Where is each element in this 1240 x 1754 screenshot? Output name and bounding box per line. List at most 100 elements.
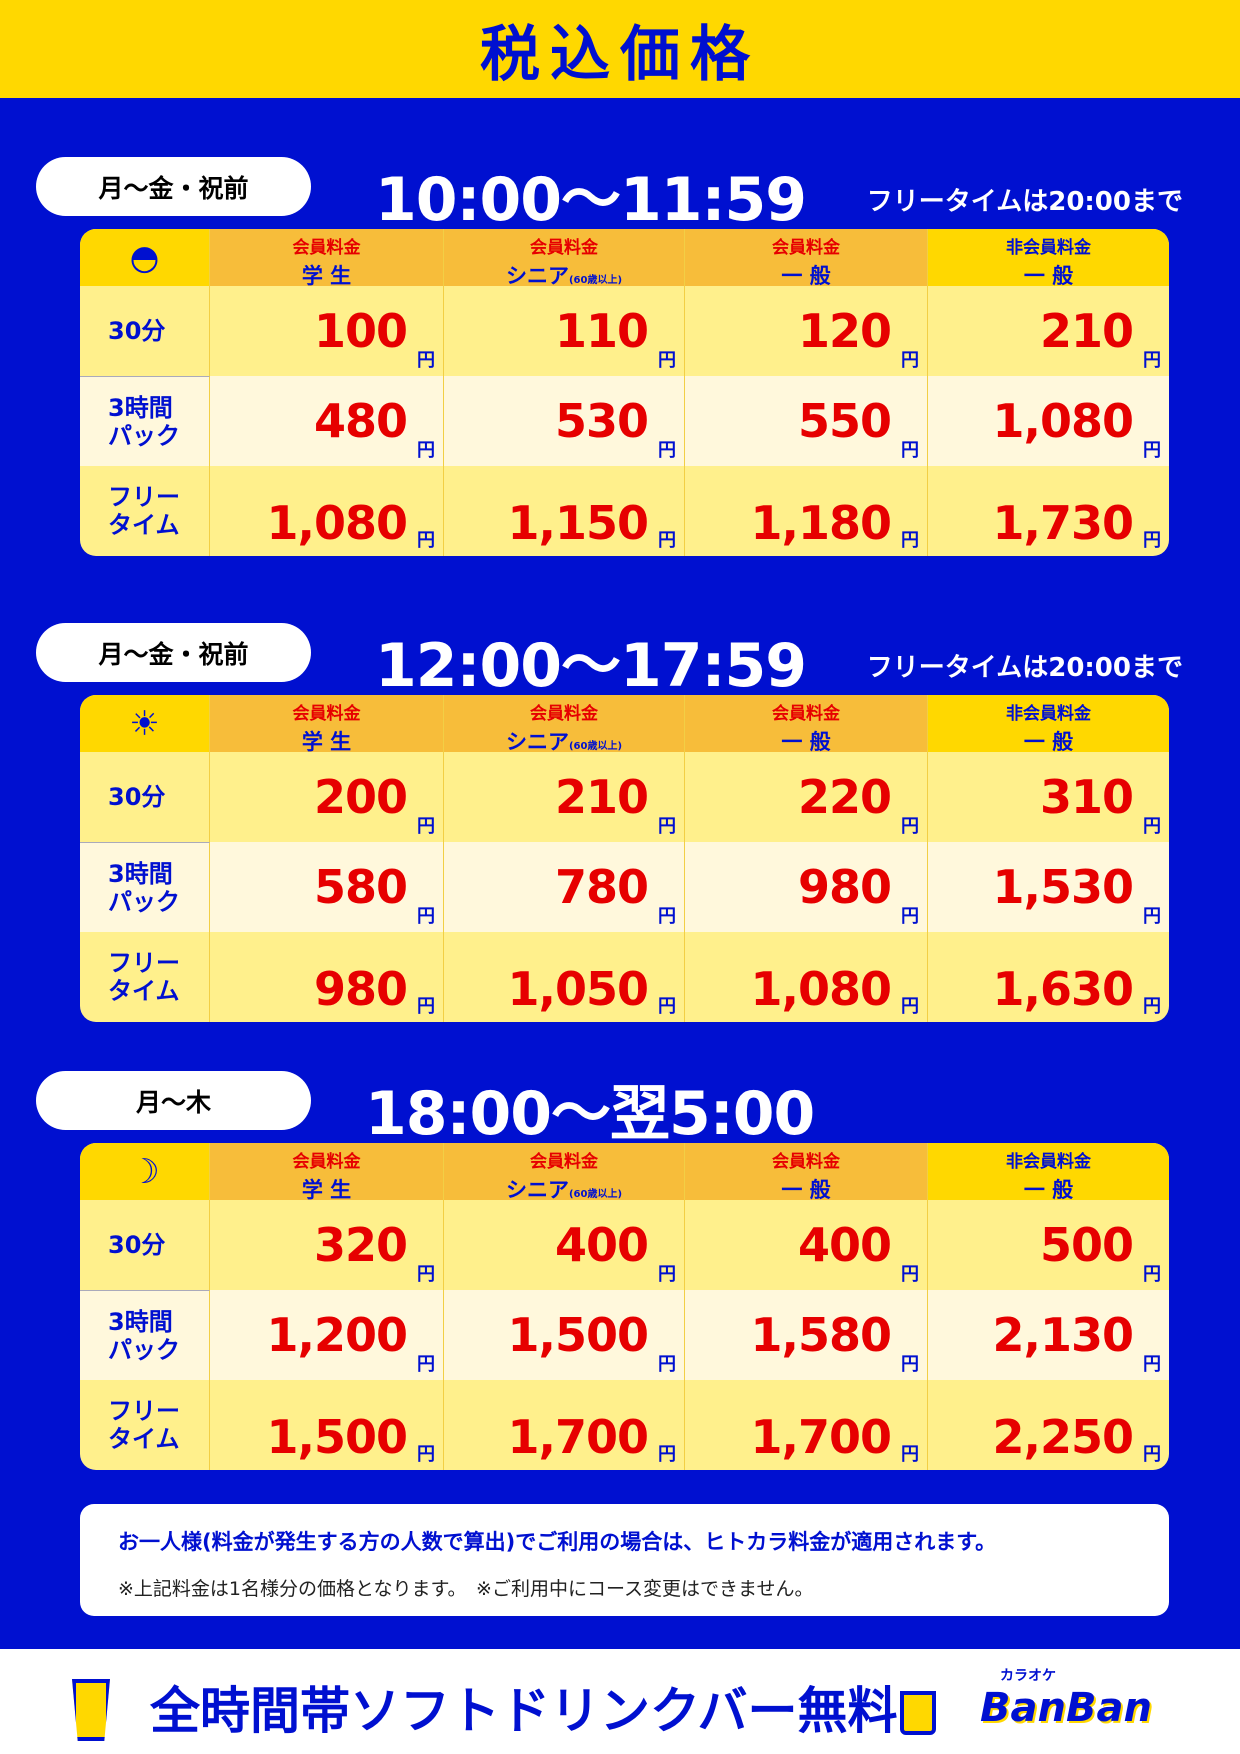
- table-header: ◓ 会員料金学 生会員料金 シニア(60歳以上) 会員料金一 般非会員料金一 般: [80, 229, 1169, 288]
- price-cell: 580 円: [210, 842, 444, 932]
- column-header: 会員料金学 生: [210, 1143, 444, 1202]
- price-cell: 400 円: [444, 1200, 685, 1290]
- yen-unit: 円: [1143, 816, 1161, 837]
- price-cell: 1,080 円: [685, 932, 928, 1022]
- column-header: 非会員料金一 般: [928, 229, 1169, 288]
- notice-box: お一人様(料金が発生する方の人数で算出)でご利用の場合は、ヒトカラ料金が適用され…: [80, 1504, 1169, 1616]
- price-cell: 480 円: [210, 376, 444, 466]
- price-cell: 100 円: [210, 286, 444, 376]
- yen-unit: 円: [417, 1444, 435, 1465]
- price-value: 580: [313, 860, 408, 914]
- price-cell: 1,180 円: [685, 466, 928, 556]
- price-value: 100: [313, 304, 408, 358]
- price-value: 480: [313, 394, 408, 448]
- fee-type: 会員料金: [772, 704, 840, 724]
- customer-type-label: シニア: [505, 1178, 569, 1202]
- yen-unit: 円: [658, 906, 676, 927]
- table-row: 3時間 パック 480 円 530 円 550 円 1,080 円: [80, 376, 1169, 466]
- price-value: 780: [554, 860, 649, 914]
- row-label: フリー タイム: [108, 483, 180, 539]
- fee-type: 非会員料金: [1006, 238, 1091, 258]
- price-value: 530: [554, 394, 649, 448]
- price-value: 1,080: [992, 394, 1134, 448]
- column-header: 会員料金 シニア(60歳以上): [444, 1143, 685, 1202]
- time-range: 12:00〜17:59: [375, 631, 807, 701]
- customer-type: 一 般: [685, 260, 927, 290]
- yen-unit: 円: [417, 906, 435, 927]
- icon-cell: ☽: [80, 1143, 210, 1200]
- fee-type: 会員料金: [292, 1152, 361, 1172]
- price-value: 1,700: [750, 1410, 892, 1464]
- price-value: 2,130: [992, 1308, 1134, 1362]
- customer-type-label: 一 般: [781, 730, 831, 754]
- price-value: 980: [313, 962, 408, 1016]
- time-range: 18:00〜翌5:00: [365, 1079, 815, 1149]
- price-cell: 1,050 円: [444, 932, 685, 1022]
- customer-type-label: 学 生: [301, 1178, 352, 1202]
- table-row: 3時間 パック 1,200 円 1,500 円 1,580 円 2,130 円: [80, 1290, 1169, 1380]
- price-value: 1,580: [750, 1308, 892, 1362]
- price-value: 400: [554, 1218, 649, 1272]
- price-cell: 110 円: [444, 286, 685, 376]
- title-bar: 税込価格: [0, 0, 1240, 98]
- moon-icon: ☽: [129, 1151, 160, 1192]
- yen-unit: 円: [658, 530, 676, 551]
- price-cell: 1,200 円: [210, 1290, 444, 1380]
- customer-type: 一 般: [928, 726, 1169, 756]
- price-table: ☀ 会員料金学 生会員料金 シニア(60歳以上) 会員料金一 般非会員料金一 般 30分…: [80, 695, 1169, 1022]
- row-label: 30分: [108, 317, 166, 345]
- days-pill: 月〜金・祝前: [36, 157, 311, 216]
- price-cell: 1,700 円: [685, 1380, 928, 1470]
- price-value: 220: [797, 770, 892, 824]
- yen-unit: 円: [417, 996, 435, 1017]
- customer-type-label: 一 般: [781, 1178, 831, 1202]
- yen-unit: 円: [417, 440, 435, 461]
- customer-type-label: 一 般: [1023, 264, 1074, 288]
- yen-unit: 円: [901, 996, 919, 1017]
- price-value: 1,500: [266, 1410, 408, 1464]
- fee-type: 会員料金: [772, 238, 840, 258]
- customer-type: シニア(60歳以上): [444, 1174, 684, 1204]
- customer-type-label: 一 般: [1023, 1178, 1074, 1202]
- yen-unit: 円: [901, 1264, 919, 1285]
- time-range: 10:00〜11:59: [375, 165, 807, 235]
- column-header: 非会員料金一 般: [928, 1143, 1169, 1202]
- yen-unit: 円: [1143, 1264, 1161, 1285]
- customer-type: シニア(60歳以上): [444, 260, 684, 290]
- yen-unit: 円: [901, 530, 919, 551]
- yen-unit: 円: [417, 1354, 435, 1375]
- price-cell: 1,150 円: [444, 466, 685, 556]
- row-label: 30分: [108, 783, 166, 811]
- fee-type: 会員料金: [292, 238, 361, 258]
- senior-age-note: (60歳以上): [568, 1189, 623, 1200]
- sun-icon: ☀: [129, 703, 160, 744]
- price-cell: 1,080 円: [928, 376, 1169, 466]
- price-cell: 1,500 円: [210, 1380, 444, 1470]
- price-value: 500: [1039, 1218, 1134, 1272]
- row-label: 3時間 パック: [108, 859, 180, 916]
- yen-unit: 円: [1143, 996, 1161, 1017]
- row-label: フリー タイム: [108, 949, 180, 1005]
- price-value: 110: [554, 304, 649, 358]
- fee-type: 会員料金: [772, 1152, 840, 1172]
- yen-unit: 円: [1143, 530, 1161, 551]
- column-header: 会員料金 シニア(60歳以上): [444, 695, 685, 754]
- page-title: 税込価格: [480, 19, 760, 90]
- price-cell: 1,630 円: [928, 932, 1169, 1022]
- row-label-cell: フリー タイム: [80, 466, 210, 556]
- row-label-cell: フリー タイム: [80, 1380, 210, 1470]
- row-label: フリー タイム: [108, 1397, 180, 1453]
- yen-unit: 円: [658, 1354, 676, 1375]
- price-value: 1,200: [266, 1308, 408, 1362]
- price-cell: 1,580 円: [685, 1290, 928, 1380]
- fee-type: 非会員料金: [1006, 1152, 1091, 1172]
- table-row: 30分 200 円 210 円 220 円 310 円: [80, 752, 1169, 842]
- yen-unit: 円: [1143, 350, 1161, 371]
- column-header: 会員料金 シニア(60歳以上): [444, 229, 685, 288]
- icon-cell: ◓: [80, 229, 210, 286]
- icon-cell: ☀: [80, 695, 210, 752]
- table-row: 30分 320 円 400 円 400 円 500 円: [80, 1200, 1169, 1290]
- price-cell: 1,730 円: [928, 466, 1169, 556]
- table-row: 3時間 パック 580 円 780 円 980 円 1,530 円: [80, 842, 1169, 932]
- yen-unit: 円: [658, 996, 676, 1017]
